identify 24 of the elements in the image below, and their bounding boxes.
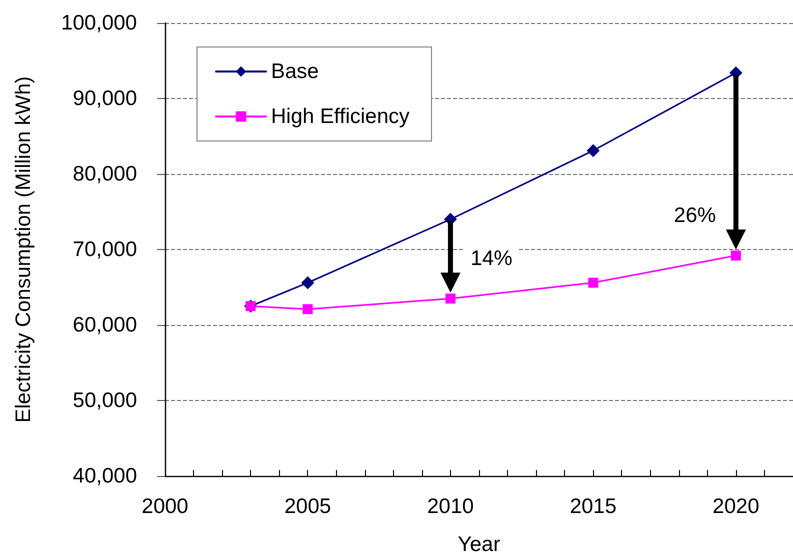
legend-label: High Efficiency <box>271 105 410 128</box>
point <box>730 250 741 261</box>
x-tick-label: 2015 <box>570 495 617 518</box>
point <box>586 144 600 158</box>
x-axis-title: Year <box>458 533 500 556</box>
y-tick-label: 100,000 <box>61 12 137 34</box>
legend-label: Base <box>271 60 319 83</box>
x-tick-label: 2020 <box>712 495 760 518</box>
y-tick-label: 70,000 <box>72 238 137 261</box>
point <box>588 278 598 288</box>
y-tick-label: 90,000 <box>72 87 137 110</box>
y-tick-label: 80,000 <box>72 162 137 186</box>
annotation: 14% <box>470 247 512 270</box>
x-tick-label: 2010 <box>427 495 474 518</box>
y-tick-label: 50,000 <box>72 389 137 412</box>
y-tick-label: 40,000 <box>72 464 137 488</box>
x-tick-label: 2000 <box>142 495 188 518</box>
point <box>445 294 456 304</box>
y-axis-title: Electricity Consumption (Million kWh) <box>12 76 35 423</box>
x-tick-label: 2005 <box>284 495 332 518</box>
point <box>301 276 314 290</box>
y-tick-label: 60,000 <box>72 314 137 336</box>
point <box>302 304 313 314</box>
annotation: 26% <box>674 204 716 228</box>
